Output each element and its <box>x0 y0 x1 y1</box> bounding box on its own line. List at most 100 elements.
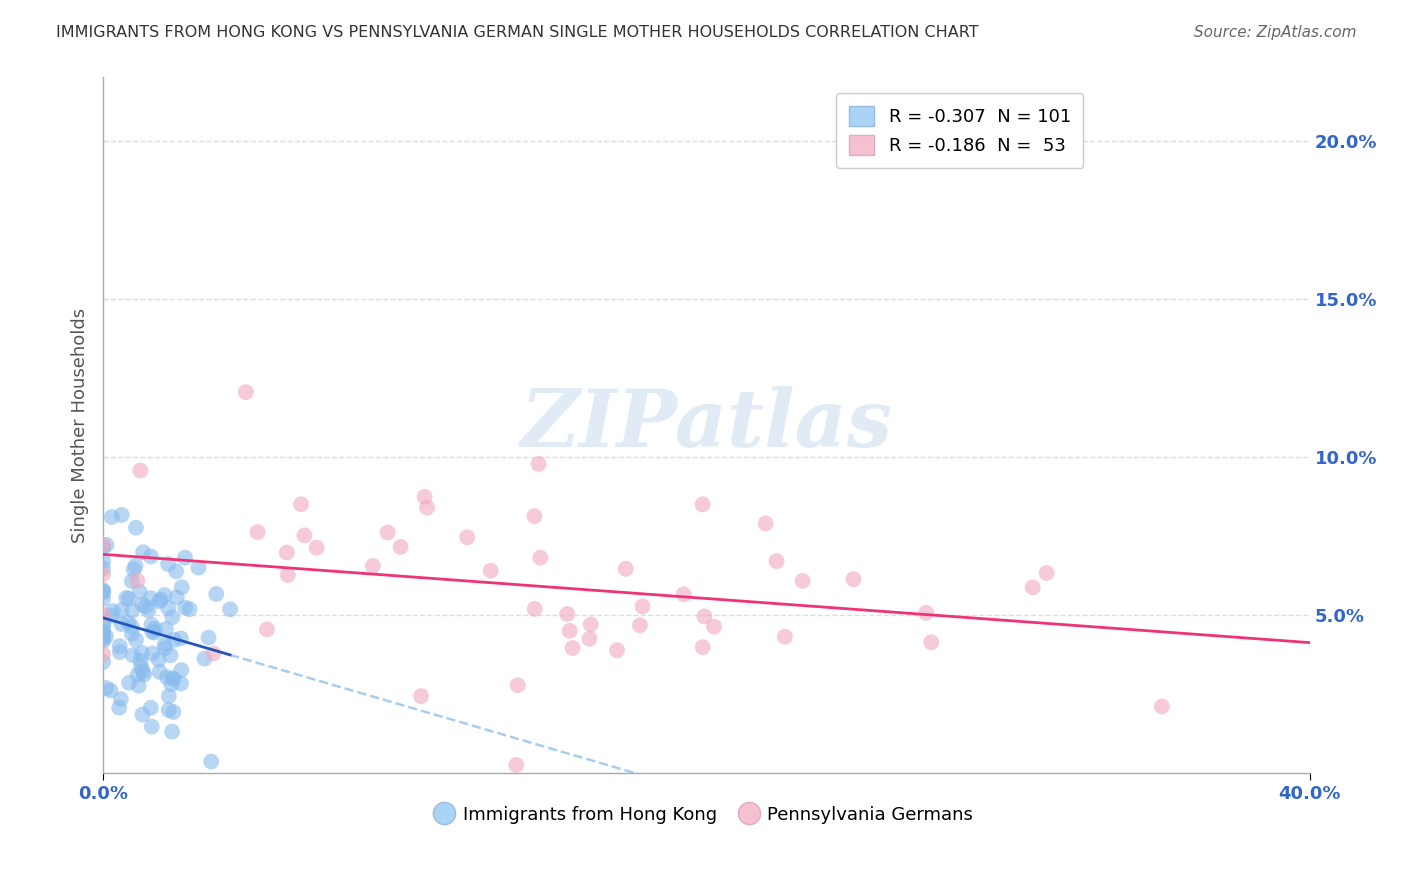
Point <box>578 632 600 646</box>
Point <box>127 668 149 682</box>
Point <box>91 629 114 643</box>
Text: Source: ZipAtlas.com: Source: ZipAtlas.com <box>1194 25 1357 40</box>
Text: ZIPatlas: ZIPatlas <box>520 386 893 464</box>
Point <box>920 635 942 649</box>
Point <box>162 672 184 686</box>
Point <box>129 464 152 478</box>
Point <box>128 584 150 599</box>
Point <box>121 619 143 633</box>
Point <box>773 630 796 644</box>
Point <box>155 622 177 636</box>
Point <box>91 617 114 632</box>
Point <box>413 490 436 504</box>
Point <box>141 617 163 632</box>
Point <box>219 602 242 616</box>
Point <box>792 574 814 588</box>
Point <box>143 625 166 640</box>
Point <box>141 720 163 734</box>
Point <box>125 632 148 647</box>
Point <box>121 574 143 588</box>
Point <box>606 643 628 657</box>
Point <box>91 627 114 641</box>
Point <box>277 568 299 582</box>
Point <box>111 617 134 632</box>
Point <box>110 692 132 706</box>
Point <box>456 530 478 544</box>
Point <box>523 602 546 616</box>
Point <box>157 601 180 615</box>
Point <box>200 755 222 769</box>
Point <box>202 647 225 661</box>
Point <box>1035 566 1057 580</box>
Legend: Immigrants from Hong Kong, Pennsylvania Germans: Immigrants from Hong Kong, Pennsylvania … <box>430 797 983 833</box>
Point <box>197 631 219 645</box>
Point <box>915 606 938 620</box>
Point <box>118 675 141 690</box>
Point <box>91 619 114 633</box>
Point <box>527 457 550 471</box>
Point <box>91 655 114 669</box>
Point <box>100 683 122 698</box>
Point <box>292 528 315 542</box>
Point <box>170 580 193 594</box>
Point <box>187 560 209 574</box>
Point <box>693 609 716 624</box>
Point <box>148 594 170 608</box>
Point <box>505 758 527 772</box>
Point <box>842 572 865 586</box>
Point <box>614 562 637 576</box>
Point <box>134 667 156 681</box>
Point <box>148 653 170 667</box>
Point <box>91 585 114 599</box>
Point <box>160 677 183 691</box>
Point <box>205 587 228 601</box>
Point <box>389 540 412 554</box>
Point <box>672 587 695 601</box>
Point <box>174 600 197 615</box>
Point <box>170 676 193 690</box>
Point <box>409 689 432 703</box>
Point <box>506 678 529 692</box>
Point <box>479 564 502 578</box>
Point <box>165 565 187 579</box>
Point <box>91 591 114 606</box>
Text: IMMIGRANTS FROM HONG KONG VS PENNSYLVANIA GERMAN SINGLE MOTHER HOUSEHOLDS CORREL: IMMIGRANTS FROM HONG KONG VS PENNSYLVANI… <box>56 25 979 40</box>
Point <box>163 632 186 647</box>
Point <box>1021 580 1043 594</box>
Point <box>128 679 150 693</box>
Point <box>529 550 551 565</box>
Point <box>765 554 787 568</box>
Point <box>131 707 153 722</box>
Point <box>110 603 132 617</box>
Point <box>91 561 114 575</box>
Point <box>132 665 155 679</box>
Point <box>125 521 148 535</box>
Point <box>132 545 155 559</box>
Point <box>96 538 118 552</box>
Point <box>131 598 153 612</box>
Point <box>91 607 114 622</box>
Point <box>141 624 163 639</box>
Point <box>523 509 546 524</box>
Point <box>166 591 188 605</box>
Point <box>162 671 184 685</box>
Point <box>692 640 714 655</box>
Point <box>91 633 114 648</box>
Point <box>561 640 583 655</box>
Point <box>692 497 714 511</box>
Point <box>377 525 399 540</box>
Point <box>111 508 134 522</box>
Point <box>628 618 651 632</box>
Point <box>124 558 146 573</box>
Point <box>276 545 298 559</box>
Point <box>305 541 328 555</box>
Point <box>139 549 162 564</box>
Point <box>157 557 180 571</box>
Point <box>157 703 180 717</box>
Point <box>121 648 143 662</box>
Point <box>153 641 176 656</box>
Point <box>235 385 257 400</box>
Point <box>361 558 384 573</box>
Point <box>755 516 778 531</box>
Point <box>91 554 114 568</box>
